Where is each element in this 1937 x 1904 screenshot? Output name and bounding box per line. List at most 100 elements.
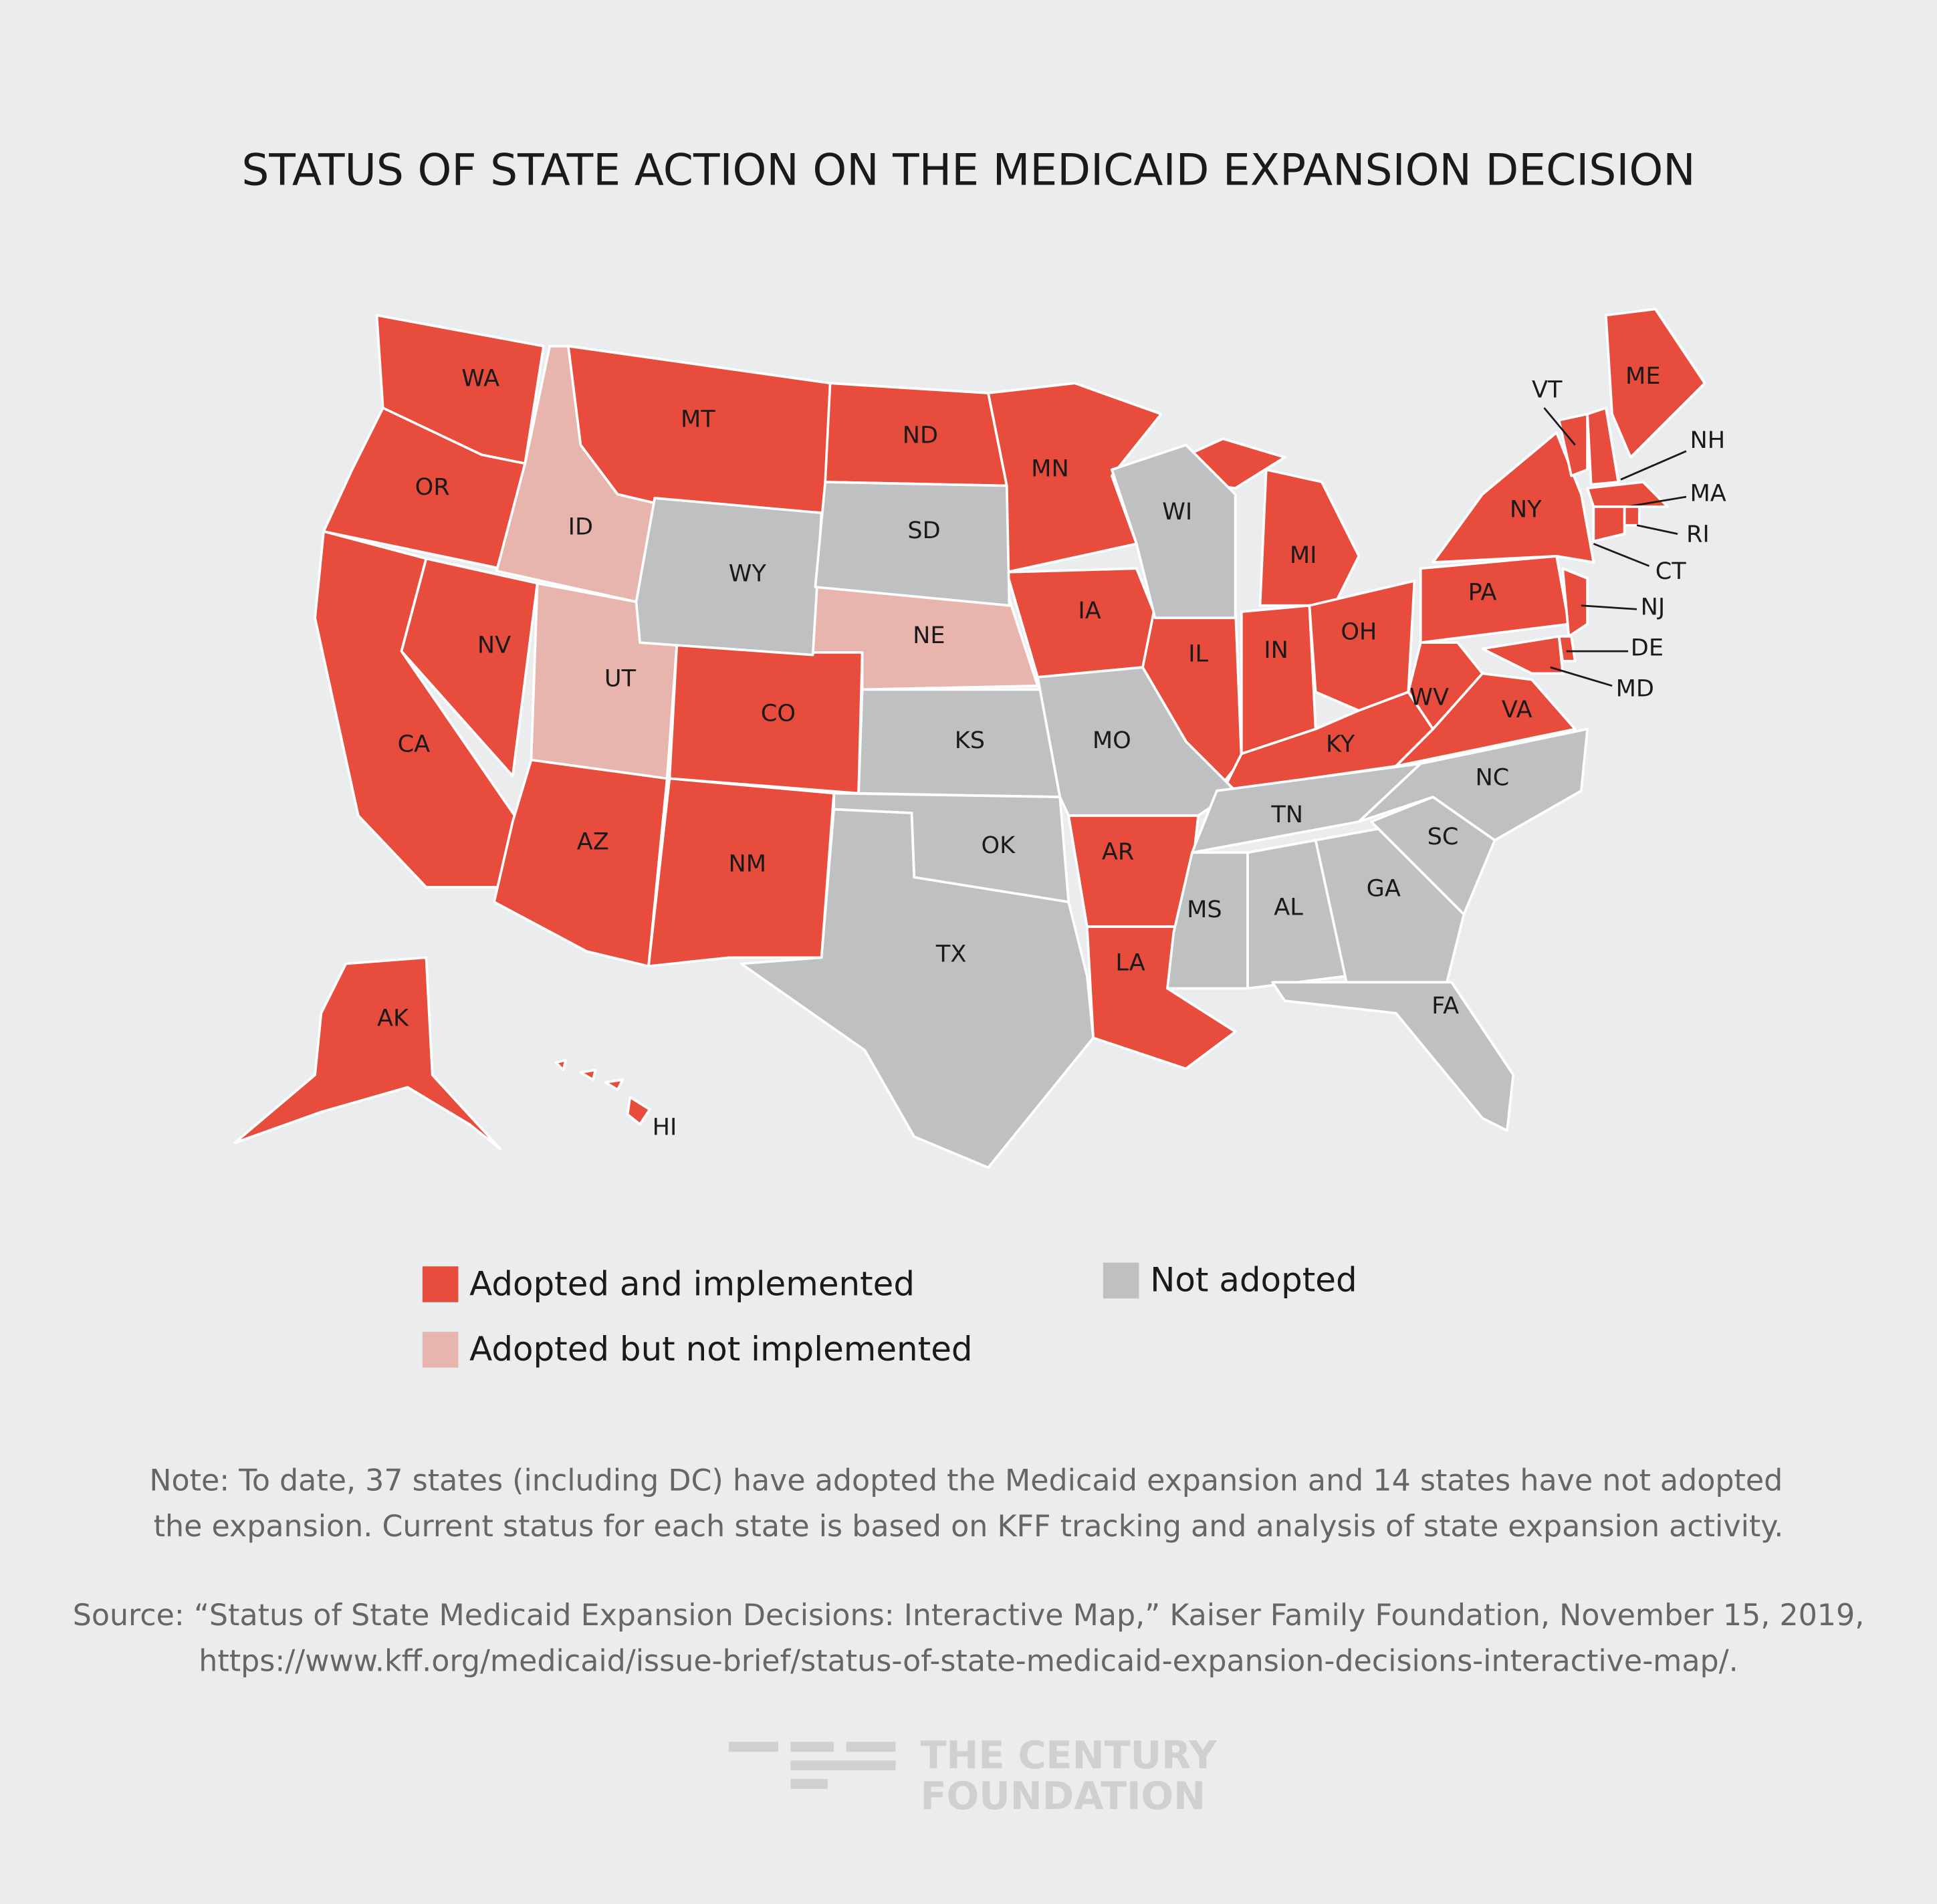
state-shape <box>1586 481 1670 508</box>
state-label: WI <box>1162 498 1192 525</box>
state-label: VA <box>1502 696 1532 723</box>
legend-swatch <box>422 1332 459 1368</box>
leader-line <box>1620 450 1687 481</box>
source-line: Source: “Status of State Medicaid Expans… <box>73 1598 1865 1633</box>
state-label: WV <box>1409 683 1449 711</box>
state-shape <box>579 1068 597 1082</box>
state <box>233 956 502 1151</box>
state-shape <box>1592 505 1626 543</box>
note-line: Note: To date, 37 states (including DC) … <box>149 1464 1783 1498</box>
state-shape <box>1407 641 1484 731</box>
state-label: AK <box>377 1005 409 1032</box>
state-label: WY <box>729 560 767 588</box>
logo-bar <box>790 1742 834 1752</box>
state-label: OK <box>982 832 1016 859</box>
state <box>554 1058 651 1126</box>
state <box>1394 672 1577 767</box>
leader-line <box>1636 524 1678 535</box>
state-label: DE <box>1631 634 1664 661</box>
state-shape <box>1258 468 1361 607</box>
state-shape <box>1271 981 1515 1132</box>
logo-bar <box>846 1742 896 1752</box>
state <box>1557 412 1589 477</box>
state <box>400 557 539 778</box>
state-shape <box>814 481 1011 607</box>
state-shape <box>1314 826 1466 990</box>
state-shape <box>233 956 502 1151</box>
legend: Adopted and implemented Adopted but not i… <box>422 1261 1357 1368</box>
state-shape <box>604 1078 624 1091</box>
state-shape <box>1557 412 1589 477</box>
leader-line <box>1593 543 1650 567</box>
state-label: TX <box>935 941 966 968</box>
legend-swatch <box>422 1266 459 1302</box>
state-label: MT <box>681 406 715 433</box>
state-shape <box>647 777 835 968</box>
state-label: NC <box>1475 763 1509 791</box>
state <box>739 808 1095 1169</box>
state <box>1586 406 1620 486</box>
state <box>1592 505 1626 543</box>
state-label: LA <box>1115 949 1145 977</box>
state <box>814 481 1011 607</box>
state-label: ND <box>903 422 938 449</box>
state-shape <box>1432 431 1595 564</box>
state-label: ID <box>568 513 593 540</box>
state-label: CA <box>398 731 431 758</box>
leader-line <box>1543 407 1576 446</box>
state-label: ME <box>1625 362 1660 390</box>
state-label: WA <box>461 365 499 392</box>
logo-bar <box>790 1778 828 1789</box>
title: STATUS OF STATE ACTION ON THE MEDICAID E… <box>241 146 1695 196</box>
state <box>1432 431 1595 564</box>
state-label: TN <box>1270 801 1303 828</box>
state <box>1481 635 1565 675</box>
state <box>1586 481 1670 508</box>
state-label: NM <box>729 850 767 878</box>
state-label: MI <box>1290 542 1317 569</box>
logo-bar <box>729 1742 778 1752</box>
state-shape <box>1605 308 1706 459</box>
state-label: PA <box>1468 578 1497 606</box>
state-label: NE <box>913 622 945 649</box>
state-label: AL <box>1274 893 1303 921</box>
logo-text: FOUNDATION <box>920 1774 1206 1818</box>
leader-line <box>1550 666 1613 687</box>
state-label: OR <box>415 473 450 501</box>
state-label: OH <box>1341 618 1377 645</box>
state-shape <box>1481 635 1565 675</box>
state <box>1271 981 1515 1132</box>
state-shape <box>1623 505 1641 527</box>
state-label: AR <box>1102 838 1134 865</box>
state-label: IL <box>1188 640 1208 668</box>
state-shape <box>1166 851 1249 990</box>
state <box>1561 567 1589 638</box>
state-shape <box>1110 443 1237 620</box>
state-label: MD <box>1616 675 1654 702</box>
state-label: NH <box>1690 427 1725 454</box>
state-label: AZ <box>577 828 609 855</box>
state-shape <box>635 497 823 657</box>
state <box>1166 851 1249 990</box>
state-label: CO <box>761 699 796 727</box>
state-label: RI <box>1686 520 1710 548</box>
state-shape <box>554 1058 568 1072</box>
state <box>1357 727 1589 842</box>
state-label: KS <box>955 727 985 754</box>
state-label: IN <box>1264 636 1288 664</box>
legend-label: Adopted and implemented <box>469 1264 915 1303</box>
state-shape <box>1586 406 1620 486</box>
state <box>1605 308 1706 459</box>
state-label: MO <box>1093 727 1131 754</box>
source-line: https://www.kff.org/medicaid/issue-brief… <box>199 1644 1738 1678</box>
state-label: GA <box>1367 875 1401 903</box>
state <box>647 777 835 968</box>
logo: THE CENTURY FOUNDATION <box>729 1733 1218 1818</box>
state-label: NJ <box>1641 593 1666 620</box>
state <box>1407 641 1484 731</box>
state-label: MA <box>1690 479 1726 507</box>
state-shape <box>1561 567 1589 638</box>
legend-label: Adopted but not implemented <box>469 1330 972 1368</box>
